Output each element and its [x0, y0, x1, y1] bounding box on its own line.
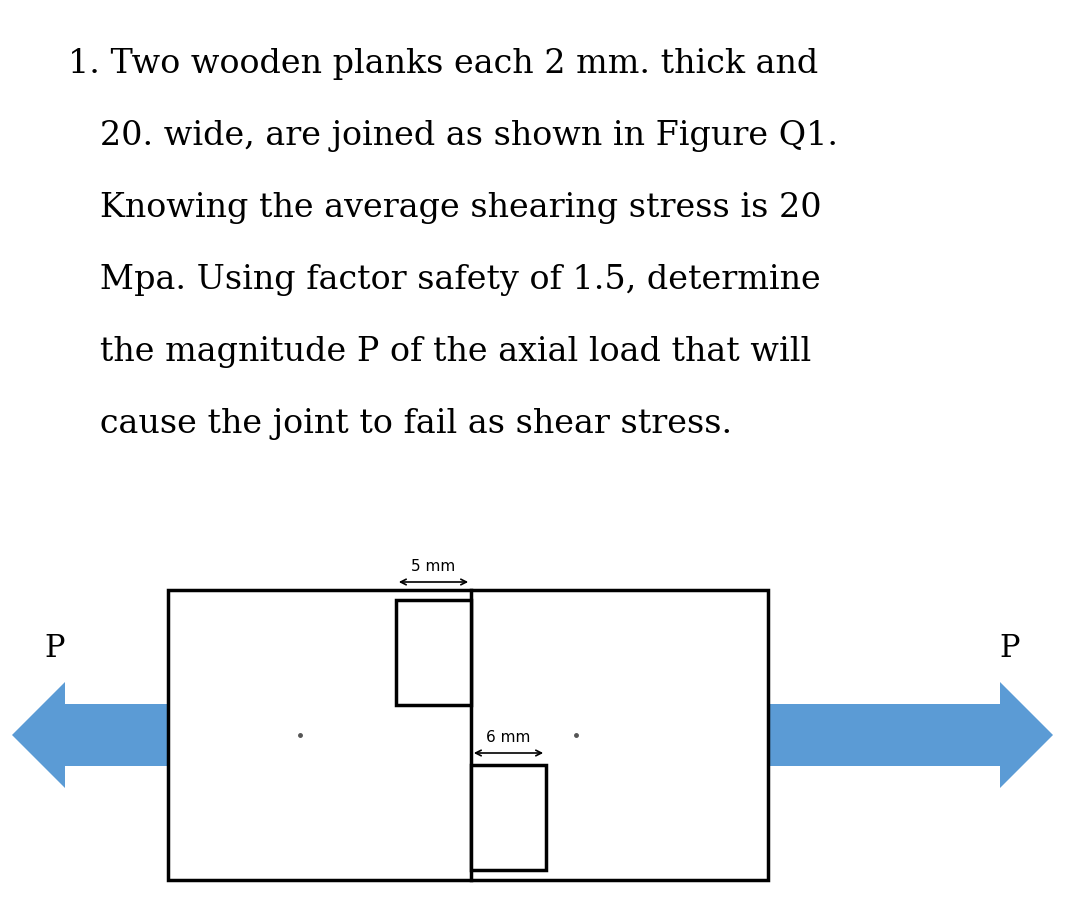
Text: Knowing the average shearing stress is 20: Knowing the average shearing stress is 2…: [68, 192, 821, 224]
Text: 1. Two wooden planks each 2 mm. thick and: 1. Two wooden planks each 2 mm. thick an…: [68, 48, 818, 80]
Text: 6 mm: 6 mm: [487, 730, 530, 745]
Bar: [396, 600, 471, 705]
Text: Mpa. Using factor safety of 1.5, determine: Mpa. Using factor safety of 1.5, determi…: [68, 264, 821, 296]
Bar: [471, 765, 546, 870]
Bar: [168, 590, 768, 880]
Text: cause the joint to fail as shear stress.: cause the joint to fail as shear stress.: [68, 408, 732, 440]
Text: the magnitude P of the axial load that will: the magnitude P of the axial load that w…: [68, 336, 812, 368]
Polygon shape: [12, 682, 168, 788]
Text: P: P: [1000, 633, 1020, 664]
Text: 5 mm: 5 mm: [411, 559, 456, 574]
Polygon shape: [768, 682, 1053, 788]
Text: 20. wide, are joined as shown in Figure Q1.: 20. wide, are joined as shown in Figure …: [68, 120, 838, 152]
Text: P: P: [45, 633, 65, 664]
